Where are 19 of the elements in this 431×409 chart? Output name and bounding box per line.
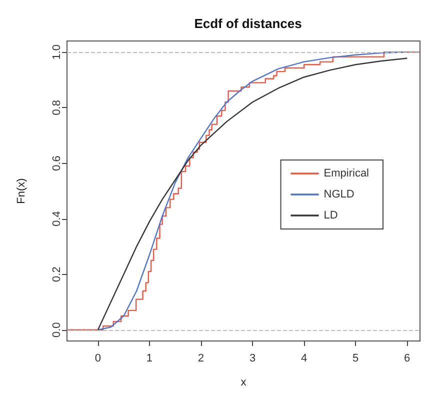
y-tick-label: 0.2 [51, 266, 63, 282]
x-tick-label: 4 [300, 352, 308, 364]
y-axis-title: Fn(x) [16, 178, 28, 204]
y-tick-label: 0.8 [51, 100, 63, 116]
legend-label: Empirical [324, 168, 370, 180]
x-tick-label: 3 [249, 352, 256, 364]
y-tick-label: 0.6 [51, 156, 63, 171]
y-tick-label: 0.4 [51, 211, 63, 226]
y-tick-label: 1.0 [51, 44, 63, 60]
chart-title: Ecdf of distances [194, 16, 302, 31]
x-tick-label: 2 [198, 352, 204, 364]
x-tick-label: 1 [146, 352, 153, 364]
x-tick-label: 6 [404, 352, 410, 364]
y-tick-label: 0.0 [51, 322, 63, 338]
x-tick-label: 5 [352, 352, 359, 364]
legend-label: NGLD [324, 188, 354, 200]
legend-label: LD [324, 210, 338, 222]
x-axis-title: x [240, 376, 247, 388]
x-tick-label: 0 [94, 352, 101, 364]
